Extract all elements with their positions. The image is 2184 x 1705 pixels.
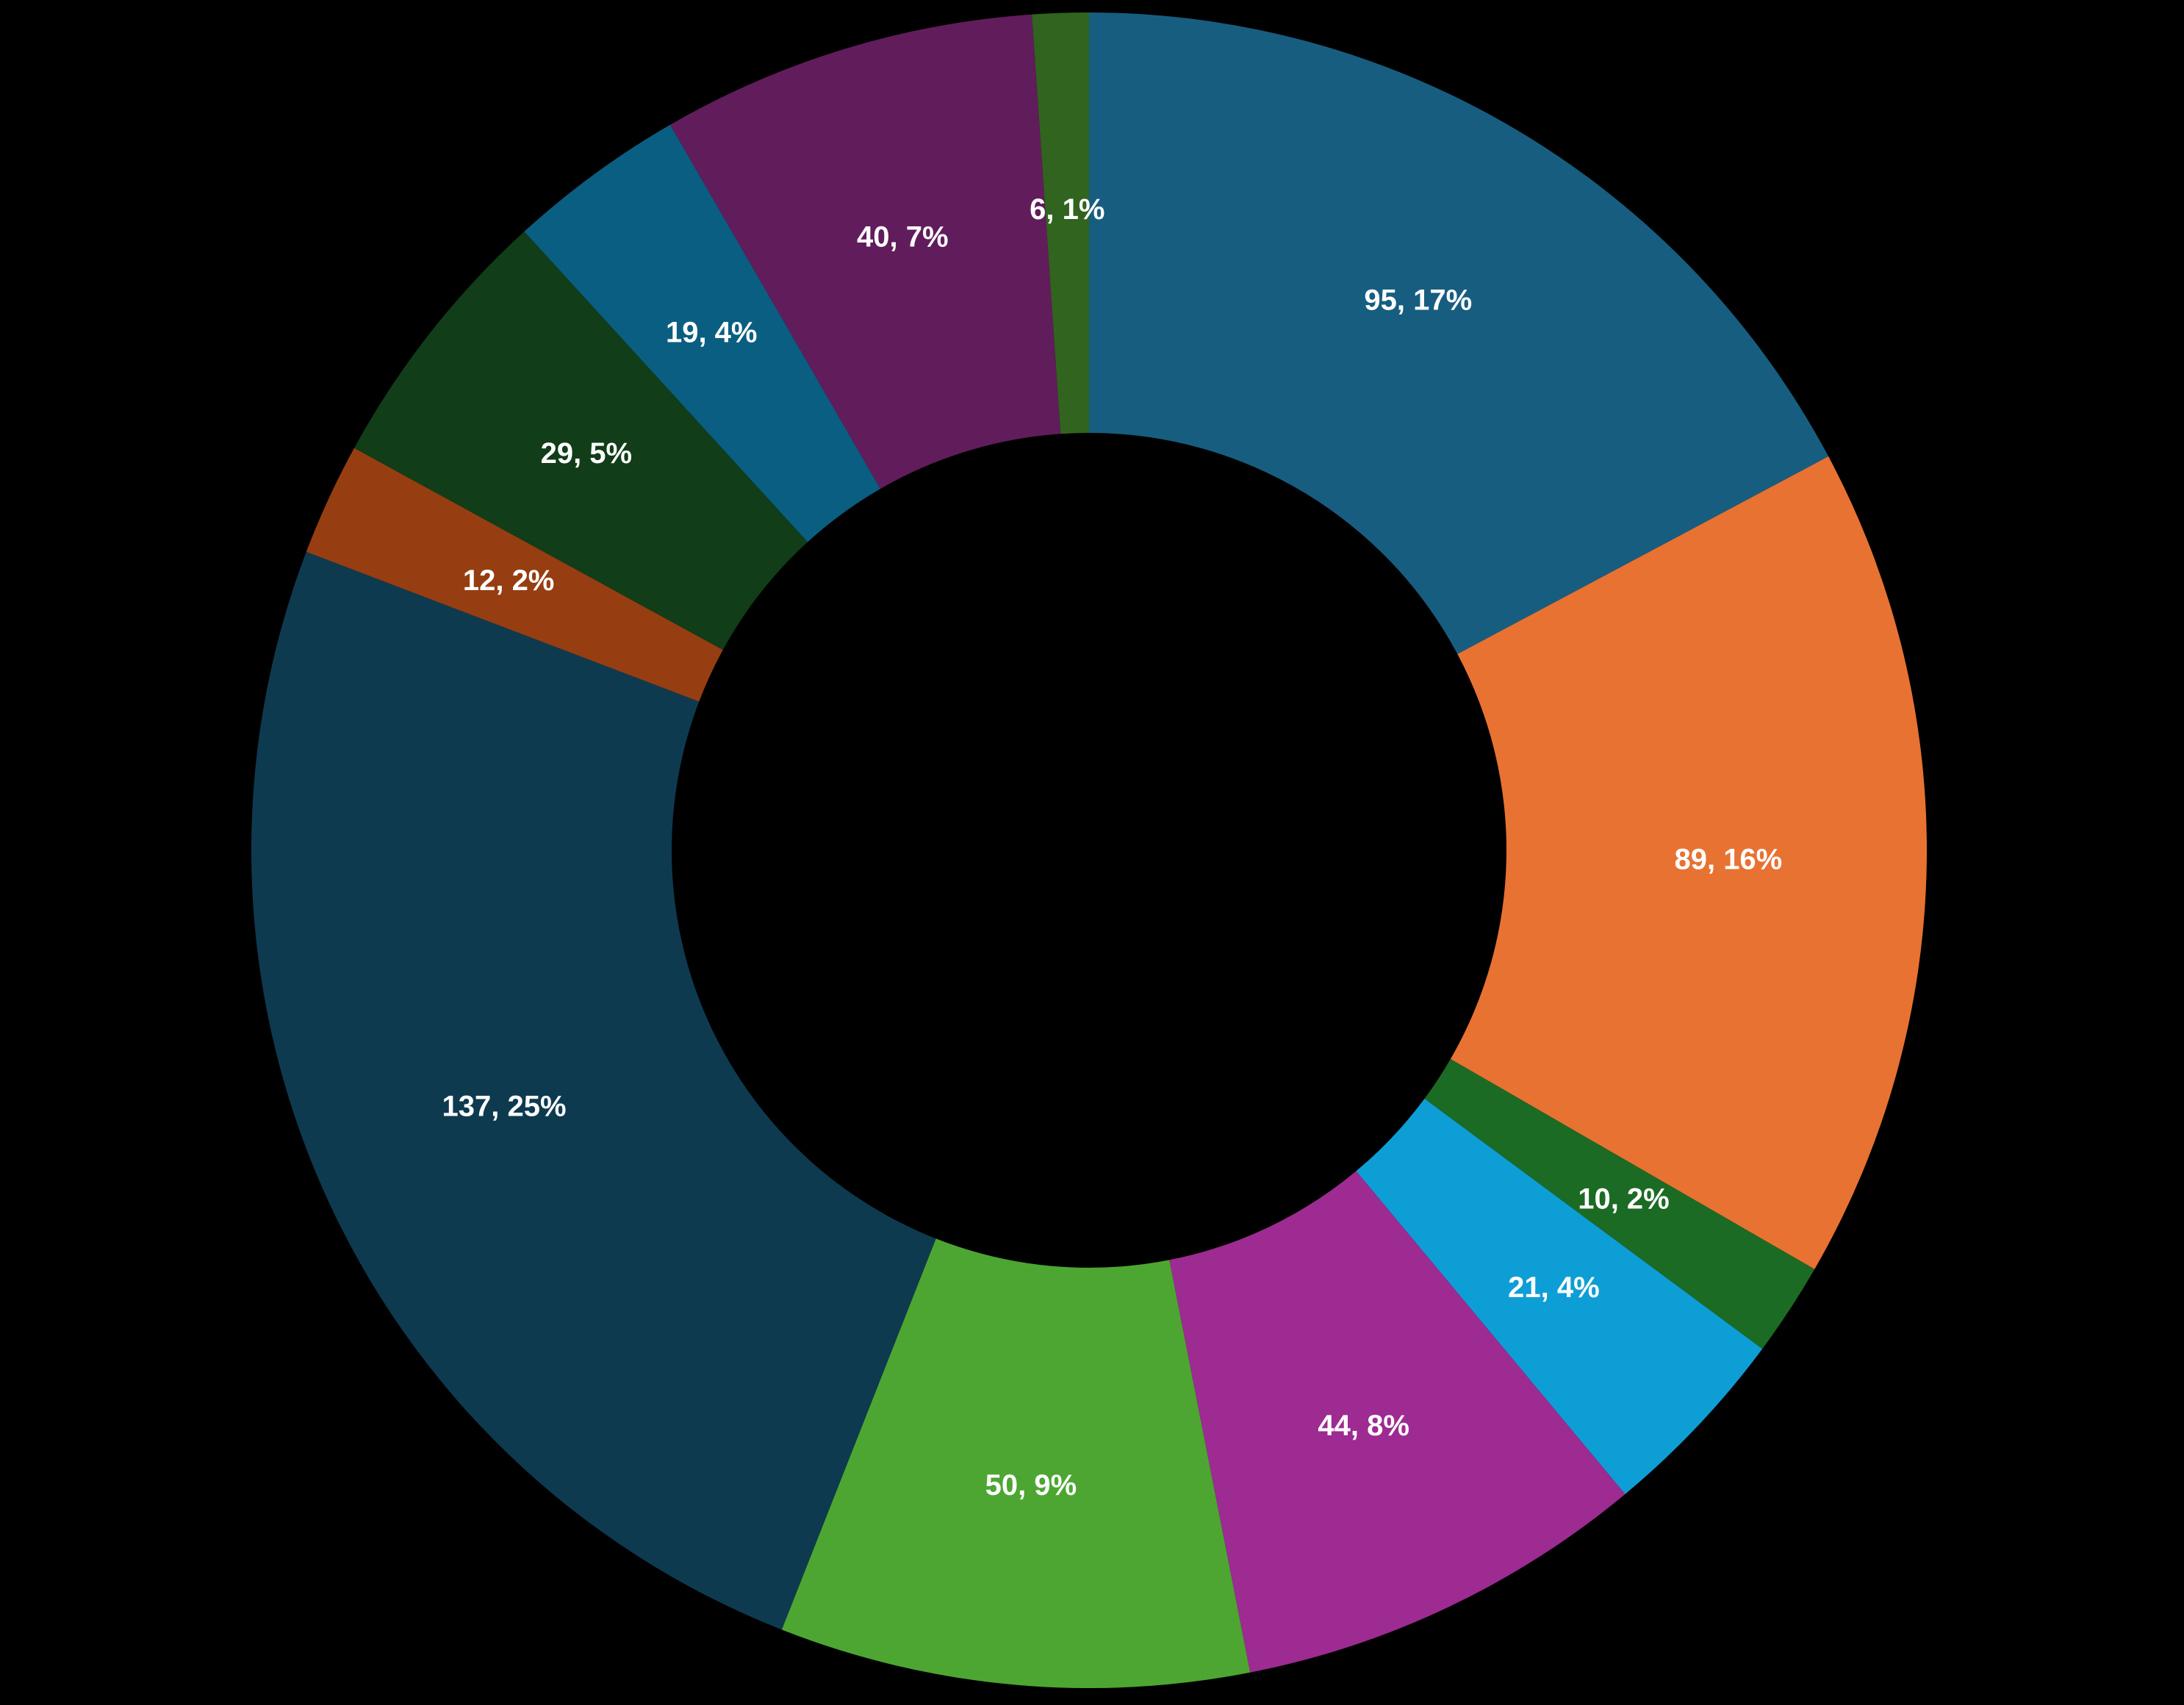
- donut-slice-12: [1032, 12, 1089, 434]
- slice-label-2: 89, 16%: [1674, 843, 1782, 875]
- donut-slice-2: [1450, 456, 1927, 1269]
- donut-slice-4: [1356, 1099, 1763, 1495]
- slice-label-11: 40, 7%: [857, 220, 949, 253]
- slice-label-3: 10, 2%: [1578, 1183, 1670, 1216]
- donut-slice-3: [1424, 1059, 1815, 1349]
- slice-label-4: 21, 4%: [1508, 1271, 1600, 1304]
- donut-slice-8: [306, 448, 723, 702]
- donut-slice-11: [670, 14, 1061, 489]
- slice-label-1: 95, 17%: [1364, 284, 1472, 317]
- slice-labels: 95, 17% 89, 16% 10, 2% 21, 4% 44, 8% 50, 9% 13…: [442, 193, 1782, 1501]
- donut-slice-6: [781, 1238, 1251, 1688]
- donut-slice-7: [251, 551, 936, 1630]
- slice-label-9: 29, 5%: [541, 437, 633, 470]
- donut-slice-9: [354, 231, 808, 650]
- slice-label-12: 6, 1%: [1030, 193, 1104, 226]
- slice-label-5: 44, 8%: [1318, 1410, 1409, 1442]
- donut-slice-5: [1169, 1171, 1626, 1673]
- slices: [251, 12, 1927, 1688]
- slice-label-10: 19, 4%: [666, 316, 758, 348]
- slice-label-7: 137, 25%: [442, 1091, 566, 1123]
- donut-slice-1: [1089, 12, 1829, 654]
- donut-slice-10: [524, 124, 880, 542]
- slice-label-8: 12, 2%: [463, 564, 555, 597]
- slice-label-6: 50, 9%: [985, 1469, 1077, 1501]
